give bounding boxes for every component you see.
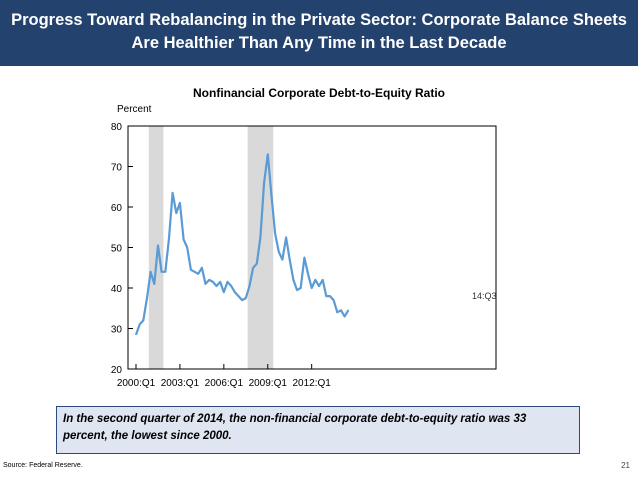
data-point	[303, 257, 305, 259]
data-point	[318, 285, 320, 287]
data-point	[300, 287, 302, 289]
data-point	[237, 295, 240, 297]
slide-title-line-1: Progress Toward Rebalancing in the Priva…	[11, 11, 627, 29]
data-point	[292, 279, 294, 281]
data-point	[329, 295, 331, 297]
data-point	[241, 299, 243, 301]
data-point	[344, 315, 346, 317]
data-point	[245, 297, 247, 299]
x-tick-label: 2006:Q1	[205, 378, 244, 389]
data-point	[230, 285, 232, 287]
data-point	[212, 281, 214, 283]
data-point	[234, 291, 236, 293]
data-point	[168, 238, 170, 240]
data-point	[226, 281, 229, 283]
data-point	[278, 250, 280, 253]
data-point	[146, 297, 148, 299]
y-tick-label: 80	[111, 122, 123, 133]
data-point	[285, 236, 287, 238]
data-point	[340, 309, 342, 311]
data-point	[296, 289, 298, 291]
data-point	[274, 232, 276, 234]
recession-band-1	[148, 126, 164, 369]
data-point	[157, 244, 159, 247]
data-point	[325, 295, 327, 297]
data-point	[215, 285, 218, 287]
data-point	[208, 279, 210, 281]
data-point	[333, 299, 335, 301]
x-tick-label: 2003:Q1	[161, 378, 200, 389]
slide-title-line-2: Are Healthier Than Any Time in the Last …	[131, 34, 507, 52]
data-point	[219, 281, 221, 283]
data-point	[179, 202, 181, 204]
data-point	[186, 246, 188, 249]
data-point	[270, 194, 273, 196]
data-point	[193, 271, 196, 273]
data-point	[263, 182, 265, 184]
source-note: Source: Federal Reserve.	[3, 462, 83, 469]
data-point	[347, 309, 349, 311]
y-tick-label: 20	[111, 365, 123, 376]
data-point	[259, 236, 262, 238]
page-number: 21	[621, 461, 630, 470]
chart-title: Nonfinancial Corporate Debt-to-Equity Ra…	[193, 86, 445, 100]
data-point	[322, 279, 324, 281]
data-point	[311, 287, 313, 289]
debt-to-equity-line	[134, 153, 350, 335]
x-tick-label: 2000:Q1	[117, 378, 156, 389]
data-point	[153, 283, 155, 285]
summary-callout: In the second quarter of 2014, the non-f…	[56, 406, 580, 454]
data-point	[172, 192, 174, 194]
y-tick-label: 40	[111, 284, 123, 295]
slide-title: Progress Toward Rebalancing in the Priva…	[0, 0, 638, 66]
x-axis-ticks: 2000:Q1 2003:Q1 2006:Q1 2009:Q1 2012:Q1	[117, 364, 331, 389]
y-tick-label: 60	[111, 203, 123, 214]
data-point	[164, 271, 166, 273]
y-tick-label: 30	[111, 325, 123, 336]
y-tick-label: 70	[111, 163, 123, 174]
data-point	[150, 271, 152, 273]
end-annotation: 14:Q3	[472, 291, 497, 301]
data-point	[336, 311, 338, 313]
data-point	[197, 273, 199, 275]
data-point	[204, 283, 207, 285]
data-point	[256, 263, 258, 265]
data-point	[267, 153, 269, 155]
data-point	[201, 267, 203, 269]
data-point	[223, 291, 225, 293]
debt-to-equity-chart: Nonfinancial Corporate Debt-to-Equity Ra…	[111, 86, 497, 389]
data-point	[307, 273, 309, 275]
data-point	[248, 285, 251, 287]
y-axis-label: Percent	[117, 104, 152, 115]
data-point	[281, 259, 283, 261]
y-axis-ticks: 20 30 40 50 60 70 80	[111, 122, 133, 376]
x-tick-label: 2012:Q1	[292, 378, 331, 389]
data-point	[182, 238, 185, 240]
plot-area	[127, 125, 497, 370]
data-point	[252, 267, 254, 269]
x-tick-label: 2009:Q1	[249, 378, 288, 389]
data-point	[142, 319, 144, 321]
data-point	[161, 271, 163, 273]
data-point	[289, 259, 291, 261]
data-point	[135, 333, 137, 336]
y-tick-label: 50	[111, 244, 123, 255]
data-point	[175, 212, 177, 214]
data-point	[139, 323, 141, 326]
data-point	[314, 279, 316, 281]
data-point	[190, 269, 192, 271]
series-line	[134, 153, 350, 336]
